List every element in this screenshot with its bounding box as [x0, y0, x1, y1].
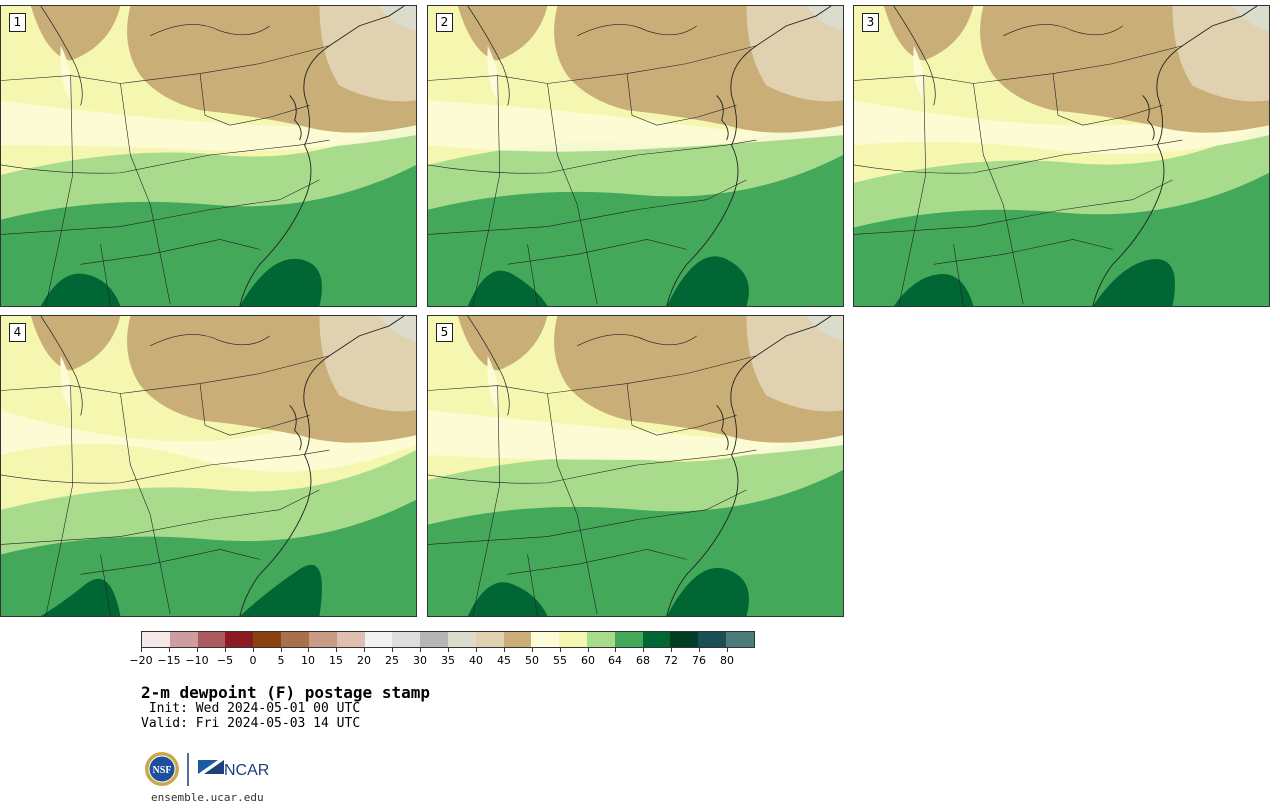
- colorbar-swatch: [503, 632, 532, 647]
- ncar-logo: NCAR: [198, 760, 269, 779]
- colorbar-tick: [643, 648, 644, 652]
- colorbar-swatch: [336, 632, 365, 647]
- colorbar-tick-label: 76: [692, 654, 706, 667]
- colorbar-tick-label: −5: [216, 654, 234, 667]
- colorbar-tick-label: 20: [357, 654, 371, 667]
- colorbar-swatch: [308, 632, 337, 647]
- colorbar-tick-label: 10: [301, 654, 315, 667]
- colorbar-tick-label: 25: [385, 654, 399, 667]
- colorbar-tick: [504, 648, 505, 652]
- dewpoint-map: [428, 316, 843, 616]
- dewpoint-map: [854, 6, 1269, 306]
- colorbar-swatch: [559, 632, 587, 647]
- colorbar-tick-label: 50: [525, 654, 539, 667]
- colorbar-tick: [392, 648, 393, 652]
- colorbar-swatch: [698, 632, 727, 647]
- colorbar-tick: [588, 648, 589, 652]
- dewpoint-map: [1, 6, 416, 306]
- colorbar-tick-label: 35: [441, 654, 455, 667]
- colorbar-ticks: −20 −15 −10 −5 0 5 10 15 20 25 30 35 40 45 50 55 60 64 68 7…: [129, 648, 755, 668]
- colorbar-tick-label: 60: [581, 654, 595, 667]
- nsf-logo: NSF: [145, 752, 179, 786]
- colorbar-tick-label: 72: [664, 654, 678, 667]
- colorbar-tick: [336, 648, 337, 652]
- colorbar-tick-label: 0: [249, 654, 257, 667]
- colorbar-tick-label: 30: [413, 654, 427, 667]
- colorbar-tick: [420, 648, 421, 652]
- nsf-logo-text: NSF: [153, 765, 172, 776]
- colorbar-swatch: [169, 632, 198, 647]
- panel-number: 1: [9, 13, 26, 32]
- colorbar-tick: [141, 648, 142, 652]
- colorbar-swatch: [531, 632, 560, 647]
- plot-title: 2-m dewpoint (F) postage stamp: [141, 683, 430, 702]
- colorbar-tick-label: 5: [277, 654, 285, 667]
- panel-number: 3: [862, 13, 879, 32]
- colorbar-tick-label: 55: [553, 654, 567, 667]
- website-url: ensemble.ucar.edu: [151, 791, 264, 804]
- colorbar-tick-label: 15: [329, 654, 343, 667]
- colorbar-tick: [281, 648, 282, 652]
- logos: NSF NCAR: [145, 752, 269, 786]
- panel-number: 4: [9, 323, 26, 342]
- map-panel-5: 5: [427, 315, 844, 617]
- colorbar-swatch: [253, 632, 282, 647]
- map-panel-4: 4: [0, 315, 417, 617]
- colorbar-tick-label: −20: [129, 654, 153, 667]
- colorbar-tick-label: 64: [608, 654, 622, 667]
- map-panel-2: 2: [427, 5, 844, 307]
- ncar-logo-text: NCAR: [224, 762, 269, 779]
- map-panel-1: 1: [0, 5, 417, 307]
- colorbar-tick-label: −10: [185, 654, 209, 667]
- colorbar-tick: [225, 648, 226, 652]
- dewpoint-map: [1, 316, 416, 616]
- colorbar-tick: [364, 648, 365, 652]
- colorbar-tick: [448, 648, 449, 652]
- map-panel-3: 3: [853, 5, 1270, 307]
- colorbar-swatch: [142, 632, 170, 647]
- colorbar-tick-label: 40: [469, 654, 483, 667]
- colorbar-tick: [197, 648, 198, 652]
- colorbar-swatch: [197, 632, 226, 647]
- colorbar-swatch: [726, 632, 754, 647]
- colorbar-swatch: [642, 632, 671, 647]
- colorbar-swatch: [670, 632, 699, 647]
- colorbar-tick: [476, 648, 477, 652]
- valid-time: Valid: Fri 2024-05-03 14 UTC: [141, 716, 361, 731]
- colorbar-swatch: [392, 632, 421, 647]
- colorbar-tick-label: 68: [636, 654, 650, 667]
- colorbar-swatch: [614, 632, 643, 647]
- colorbar-tick-label: 80: [720, 654, 734, 667]
- colorbar: [141, 631, 755, 648]
- init-time: Init: Wed 2024-05-01 00 UTC: [141, 701, 361, 716]
- colorbar-tick: [532, 648, 533, 652]
- colorbar-tick: [671, 648, 672, 652]
- colorbar-tick: [308, 648, 309, 652]
- dewpoint-map: [428, 6, 843, 306]
- colorbar-swatch: [447, 632, 476, 647]
- colorbar-tick: [169, 648, 170, 652]
- panel-number: 5: [436, 323, 453, 342]
- colorbar-swatch: [587, 632, 615, 647]
- colorbar-tick-label: 45: [497, 654, 511, 667]
- colorbar-swatch: [475, 632, 504, 647]
- colorbar-tick: [615, 648, 616, 652]
- colorbar-swatch: [420, 632, 448, 647]
- colorbar-swatch: [281, 632, 309, 647]
- colorbar-tick: [727, 648, 728, 652]
- colorbar-tick-label: −15: [157, 654, 181, 667]
- colorbar-tick: [253, 648, 254, 652]
- panel-number: 2: [436, 13, 453, 32]
- colorbar-swatch: [225, 632, 254, 647]
- colorbar-swatch: [364, 632, 393, 647]
- colorbar-tick: [560, 648, 561, 652]
- colorbar-tick: [699, 648, 700, 652]
